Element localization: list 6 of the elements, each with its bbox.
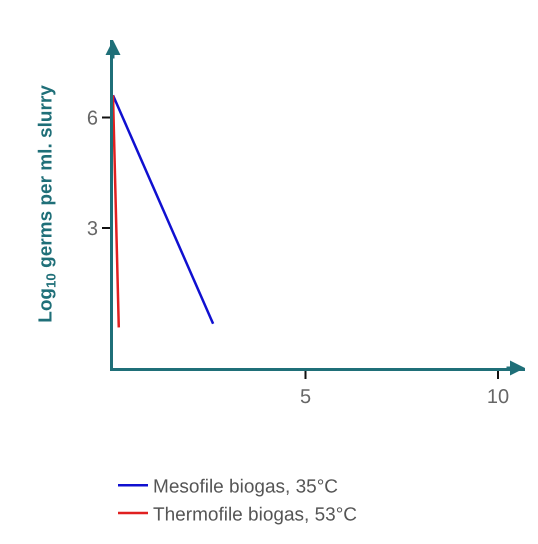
x-tick-label: 5 (300, 386, 312, 408)
y-tick-label: 6 (86, 107, 98, 130)
x-tick-label: 10 (486, 386, 510, 408)
legend-label: Mesofile biogas, 35°C (153, 476, 338, 498)
legend-label: Thermofile biogas, 53°C (153, 504, 358, 526)
y-tick-label: 3 (86, 218, 98, 240)
